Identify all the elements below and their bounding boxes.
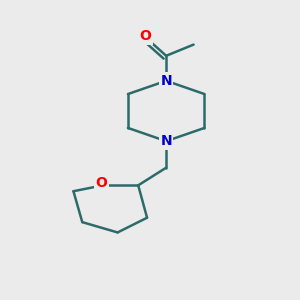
Text: O: O: [95, 176, 107, 190]
Text: N: N: [160, 74, 172, 88]
Text: N: N: [160, 134, 172, 148]
Text: O: O: [140, 29, 152, 43]
